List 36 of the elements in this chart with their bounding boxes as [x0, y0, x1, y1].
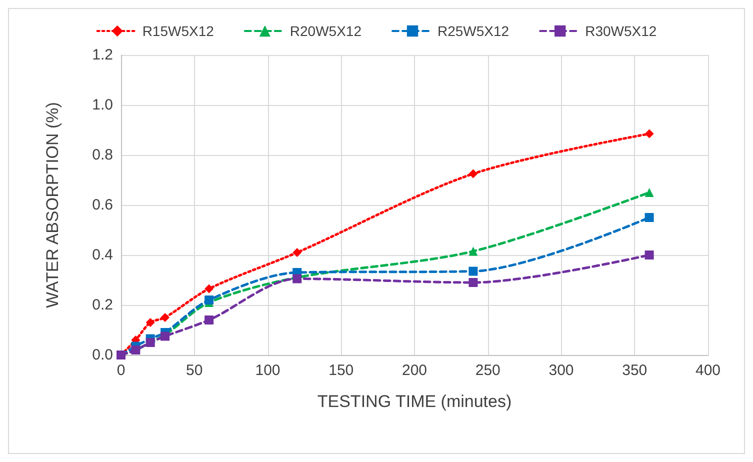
point — [468, 278, 478, 287]
point — [644, 188, 654, 197]
point — [644, 129, 654, 138]
point — [204, 316, 214, 324]
y-tick-label: 0.2 — [92, 296, 113, 314]
point — [204, 284, 214, 294]
legend-label: R25W5X12 — [438, 23, 510, 39]
point — [644, 213, 654, 222]
x-tick-label: 350 — [622, 362, 648, 379]
y-tick-label: 0.6 — [92, 196, 113, 214]
y-tick-label: 0.0 — [92, 346, 113, 364]
x-tick-label: 150 — [328, 362, 354, 379]
x-tick-label: 0 — [116, 362, 126, 379]
legend-label: R20W5X12 — [290, 23, 362, 39]
point — [160, 313, 170, 322]
x-tick-label: 100 — [255, 362, 280, 379]
y-tick-label: 0.8 — [92, 146, 113, 164]
point — [468, 246, 478, 256]
x-tick-label: 250 — [475, 362, 500, 379]
x-tick-label: 50 — [186, 362, 203, 379]
x-tick-label: 300 — [548, 362, 574, 379]
point — [468, 266, 478, 276]
y-tick-label: 1.0 — [92, 96, 113, 114]
legend-label: R30W5X12 — [585, 23, 657, 39]
point — [468, 169, 478, 178]
y-tick-label: 0.4 — [92, 246, 113, 264]
x-tick-label: 400 — [695, 362, 721, 379]
x-tick-label: 200 — [402, 362, 428, 379]
point — [146, 318, 155, 327]
x-axis-title: TESTING TIME (minutes) — [317, 392, 512, 411]
y-axis-title: WATER ABSORPTION (%) — [43, 102, 62, 308]
point — [292, 248, 302, 257]
point — [644, 250, 654, 260]
legend-label: R15W5X12 — [142, 23, 214, 39]
point — [204, 296, 214, 304]
y-tick-label: 1.2 — [92, 46, 113, 64]
